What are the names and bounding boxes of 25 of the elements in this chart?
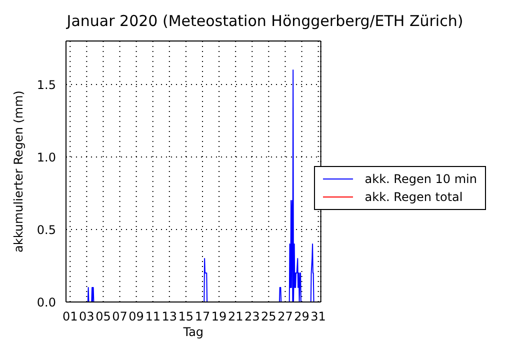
x-tick-label: 07 xyxy=(112,310,128,324)
y-tick-label: 1.0 xyxy=(36,150,56,164)
legend-label: akk. Regen 10 min xyxy=(364,171,477,188)
x-tick-label: 03 xyxy=(79,310,94,324)
x-tick-label: 13 xyxy=(162,310,178,324)
x-tick-label: 05 xyxy=(96,310,111,324)
x-tick-label: 11 xyxy=(145,310,161,324)
y-tick-label: 1.5 xyxy=(36,78,56,92)
x-tick-label: 25 xyxy=(261,310,276,324)
chart-title: Januar 2020 (Meteostation Hönggerberg/ETH Zürich) xyxy=(65,11,464,32)
x-tick-label: 31 xyxy=(310,310,326,324)
x-tick-label: 19 xyxy=(211,310,227,324)
y-tick-label: 0.0 xyxy=(36,295,56,310)
legend-label: akk. Regen total xyxy=(364,189,463,206)
x-tick-label: 27 xyxy=(278,310,293,324)
x-tick-label: 29 xyxy=(294,310,310,324)
x-tick-label: 01 xyxy=(62,310,78,324)
x-axis-title: Tag xyxy=(182,325,204,339)
x-tick-label: 17 xyxy=(194,310,210,324)
y-tick-label: 0.5 xyxy=(36,222,56,237)
y-axis-title: akkumulierter Regen (mm) xyxy=(11,90,26,252)
x-tick-label: 09 xyxy=(128,310,144,324)
x-tick-label: 15 xyxy=(178,310,194,324)
x-tick-label: 21 xyxy=(228,310,244,324)
x-tick-label: 23 xyxy=(244,310,260,324)
